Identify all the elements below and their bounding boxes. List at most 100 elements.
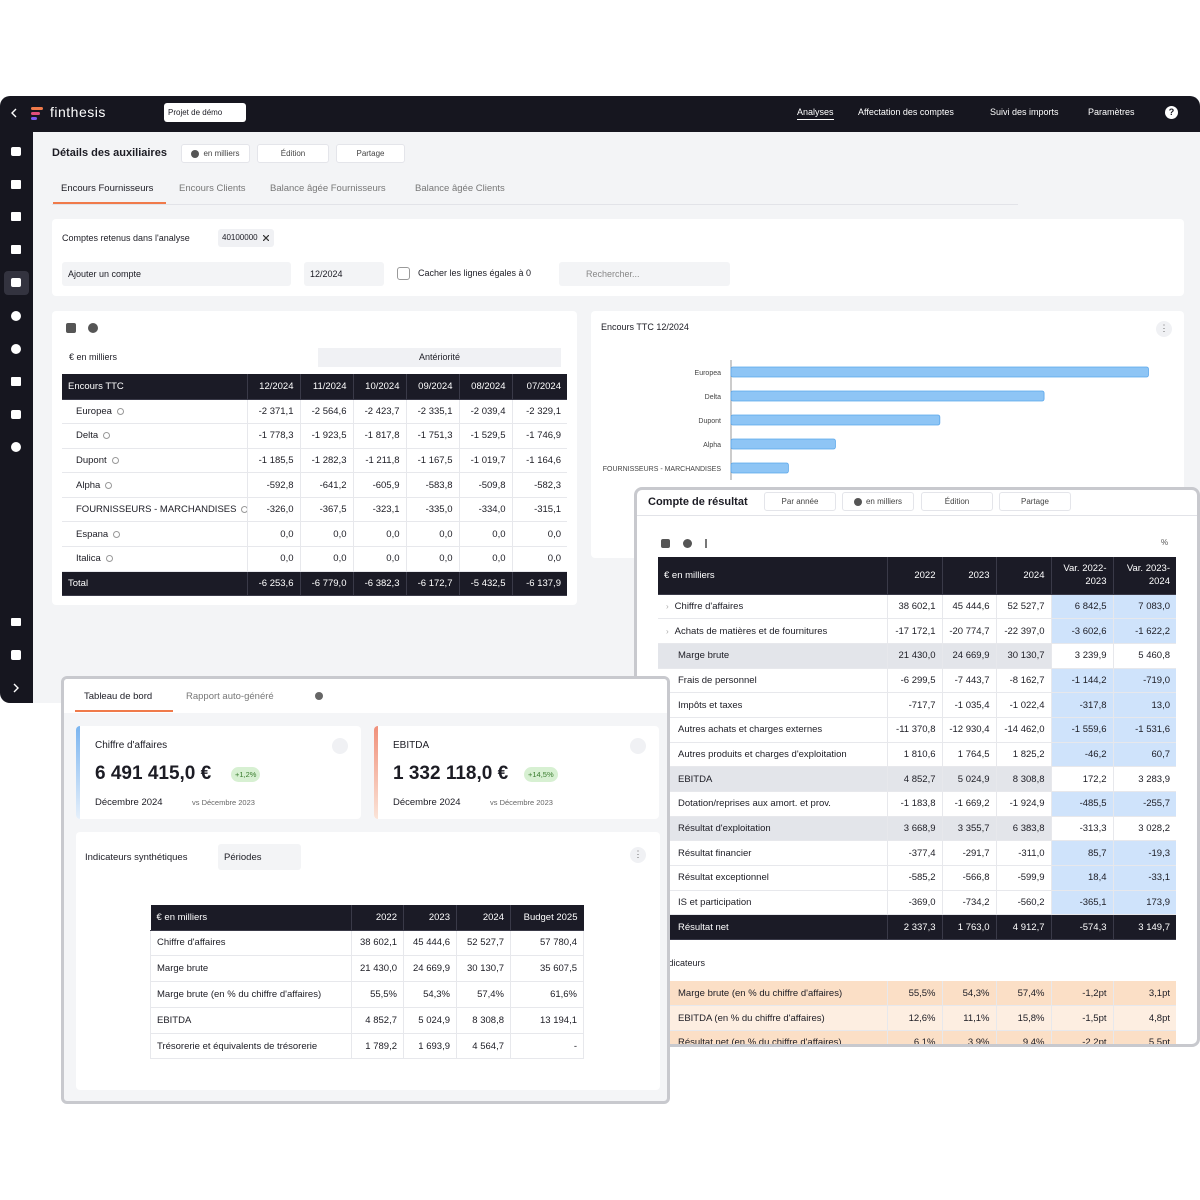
row-label: Achats de matières et de fournitures <box>674 625 828 637</box>
value-cell: 3 028,2 <box>1112 816 1176 842</box>
nav-item[interactable]: Affectation des comptes <box>858 107 954 117</box>
value-cell: 85,7 <box>1050 840 1113 867</box>
tab[interactable]: Encours Fournisseurs <box>61 183 154 194</box>
chip-remove[interactable] <box>262 235 269 241</box>
expand-chevron[interactable]: › <box>666 601 669 611</box>
value-cell: -641,2 <box>299 472 353 498</box>
share-button[interactable]: Partage <box>999 492 1071 511</box>
value-cell: -1 923,5 <box>299 423 353 449</box>
nav-item[interactable]: Analyses <box>797 107 834 120</box>
value-cell: -2 564,6 <box>299 399 353 425</box>
value-cell: 1 764,5 <box>941 742 996 768</box>
value-cell: -1 778,3 <box>246 423 300 449</box>
nav-item[interactable]: Paramètres <box>1088 107 1135 117</box>
unit-label: € en milliers <box>69 352 118 362</box>
period-select[interactable]: Décembre 2024 <box>393 797 461 808</box>
value-cell: - <box>510 1033 584 1060</box>
value-cell: -1 746,9 <box>511 423 567 449</box>
data-row: EBITDA 4 852,7 5 024,9 8 308,8 13 194,1 <box>150 1007 584 1034</box>
category-label: Dupont <box>698 418 721 425</box>
header-row: € en milliers 2022 2023 2024 Budget 2025 <box>150 905 584 931</box>
search-icon[interactable] <box>241 506 247 514</box>
value-cell: -1 924,9 <box>995 791 1051 817</box>
bar <box>730 366 1149 378</box>
search-icon[interactable] <box>111 456 119 464</box>
period-button[interactable]: Par année <box>764 492 836 511</box>
search-icon[interactable] <box>105 481 113 489</box>
value-cell: 21 430,0 <box>886 643 942 669</box>
tab[interactable]: Encours Clients <box>179 183 246 194</box>
period-select[interactable]: 12/2024 <box>304 262 384 286</box>
value-cell: -365,1 <box>1050 890 1113 916</box>
header-cell: 12/2024 <box>246 374 300 400</box>
data-row: Résultat d'exploitation 3 668,9 3 355,7 6 3… <box>658 816 1176 842</box>
nav-item[interactable]: Suivi des imports <box>990 107 1059 117</box>
expand-chevron[interactable]: › <box>666 626 669 636</box>
search-icon[interactable] <box>105 555 113 563</box>
row-label-cell: Résultat financier <box>658 840 887 867</box>
chart-menu[interactable]: ⋮ <box>1156 321 1172 337</box>
tab[interactable]: Balance âgée Clients <box>415 183 505 194</box>
value-cell: 3 239,9 <box>1050 643 1113 669</box>
data-row: › Achats de matières et de fournitures -17… <box>658 618 1176 644</box>
search-icon[interactable] <box>113 530 121 538</box>
row-label: Dupont <box>76 454 107 466</box>
tab[interactable]: Balance âgée Fournisseurs <box>270 183 386 194</box>
bar <box>730 462 789 474</box>
value-cell: 45 444,6 <box>941 594 996 620</box>
search-icon[interactable] <box>116 407 124 415</box>
edit-button[interactable]: Édition <box>921 492 993 511</box>
value-cell: -592,8 <box>246 472 300 498</box>
data-row: Impôts et taxes -717,7 -1 035,4 -1 022,4 -31… <box>658 692 1176 718</box>
value-cell: 4 912,7 <box>995 914 1051 941</box>
data-row: Espana 0,0 0,0 0,0 0,0 0,0 0,0 <box>62 521 567 548</box>
tab[interactable]: Rapport auto-généré <box>186 691 274 702</box>
value-cell: 0,0 <box>352 546 406 572</box>
indicators-menu[interactable]: ⋮ <box>630 847 646 863</box>
help-button[interactable]: ? <box>1165 106 1178 119</box>
header-cell: € en milliers <box>150 905 352 931</box>
value-cell: -599,9 <box>995 865 1051 891</box>
row-label: Italica <box>76 553 101 565</box>
edit-button[interactable]: Édition <box>257 144 329 163</box>
value-cell: 3 283,9 <box>1112 766 1176 792</box>
tbody: Marge brute (en % du chiffre d'affaires)… <box>658 981 1176 1044</box>
share-button[interactable]: Partage <box>336 144 405 163</box>
data-row: Dupont -1 185,5 -1 282,3 -1 211,8 -1 167,5 -1… <box>62 448 567 474</box>
brand: finthesis <box>50 104 106 120</box>
value-cell: 3,9% <box>941 1030 996 1044</box>
settings-icon[interactable] <box>315 692 323 700</box>
unit-button[interactable]: en milliers <box>181 144 250 163</box>
search-icon[interactable] <box>103 432 111 440</box>
value-cell: 0,0 <box>458 521 512 548</box>
unit-button[interactable]: en milliers <box>842 492 914 511</box>
value-cell: -7 443,7 <box>941 668 996 694</box>
header-cell: € en milliers <box>658 557 887 595</box>
account-chip[interactable]: 40100000 <box>218 229 274 247</box>
settings-icon[interactable] <box>332 738 348 754</box>
total-cell: Total <box>62 571 247 597</box>
value-cell: 0,0 <box>511 546 567 572</box>
value-cell: -560,2 <box>995 890 1051 916</box>
percent-button[interactable]: % <box>1161 538 1169 547</box>
button-label: Par année <box>781 497 819 506</box>
value-cell: -323,1 <box>352 497 406 523</box>
row-label: Marge brute <box>678 650 730 662</box>
income-statement-panel: Compte de résultat Par année en milliers… <box>634 487 1200 1047</box>
tab[interactable]: Tableau de bord <box>84 691 153 702</box>
value-cell: 54,3% <box>941 981 996 1007</box>
account-select[interactable]: Ajouter un compte <box>62 262 291 286</box>
period-select[interactable]: Décembre 2024 <box>95 797 163 808</box>
change-badge: +1,2% <box>231 767 261 782</box>
value-cell: -485,5 <box>1050 791 1113 817</box>
row-label: Dotation/reprises aux amort. et prov. <box>678 798 831 810</box>
search-input[interactable]: Rechercher... <box>559 262 730 286</box>
value-cell: 54,3% <box>403 981 457 1008</box>
checkbox[interactable] <box>397 267 410 280</box>
value-cell: -334,0 <box>458 497 512 523</box>
project-select[interactable]: Projet de démo <box>164 103 246 122</box>
period-select[interactable]: Périodes <box>218 844 301 870</box>
value-cell: -574,3 <box>1050 914 1113 941</box>
value-cell: 30 130,7 <box>456 955 511 983</box>
settings-icon[interactable] <box>630 738 646 754</box>
